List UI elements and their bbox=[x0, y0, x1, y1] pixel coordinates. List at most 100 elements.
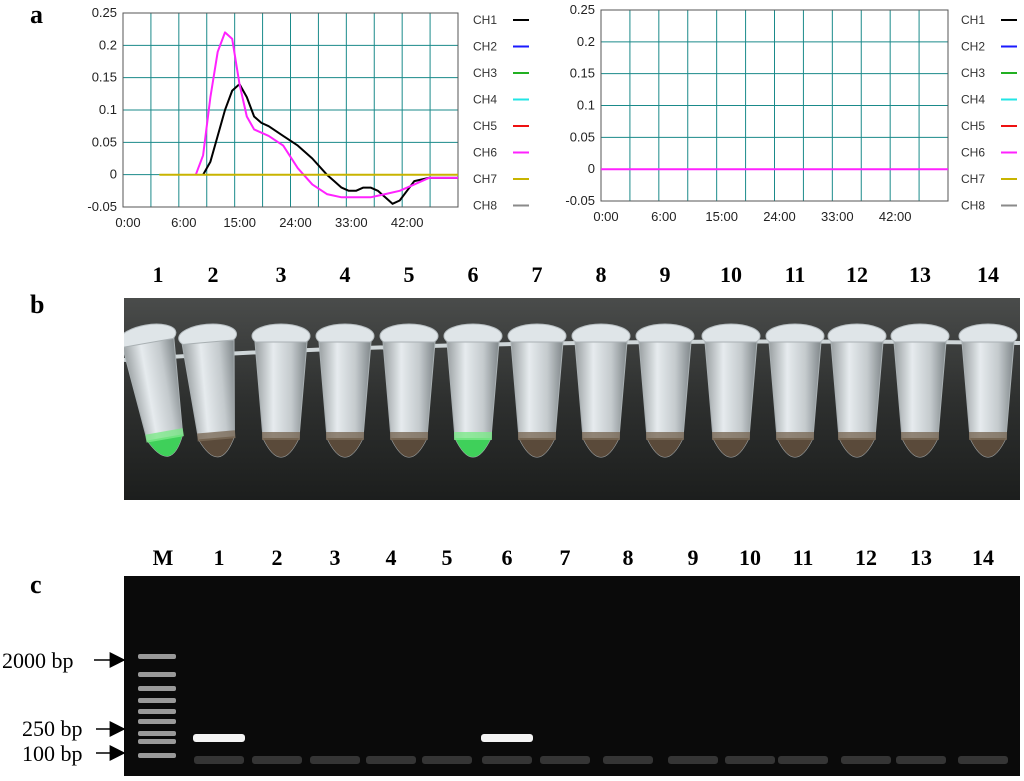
tube-liquid-brown bbox=[777, 438, 813, 457]
ladder-band bbox=[138, 719, 176, 724]
tube-liquid-surface bbox=[582, 432, 620, 440]
amplification-chart-right: 0.25 0.2 0.15 0.1 0.05 0 -0.050:00 6:00 15:00 24:… bbox=[565, 2, 1017, 224]
primer-smear bbox=[422, 756, 472, 764]
primer-smear bbox=[482, 756, 532, 764]
gel-background bbox=[124, 576, 1020, 776]
panel-label-c: c bbox=[30, 570, 42, 599]
tube-liquid-surface bbox=[518, 432, 556, 440]
tube-label-7: 7 bbox=[531, 262, 543, 287]
legend-label-ch3: CH3 bbox=[473, 66, 497, 80]
tube-label-4: 4 bbox=[339, 262, 351, 287]
panel-label-a: a bbox=[30, 0, 43, 29]
ladder-band bbox=[138, 672, 176, 677]
gel-lane-label-M: M bbox=[152, 545, 174, 570]
legend-label-ch7: CH7 bbox=[473, 172, 497, 186]
gel-lane-label-13: 13 bbox=[910, 545, 932, 570]
tube-label-2: 2 bbox=[207, 262, 219, 287]
tube-liquid-surface bbox=[838, 432, 876, 440]
primer-smear bbox=[194, 756, 244, 764]
tube-liquid-brown bbox=[263, 438, 299, 457]
legend-label-ch5: CH5 bbox=[473, 119, 497, 133]
marker-100bp-label: 100 bp bbox=[22, 741, 83, 766]
tube-liquid-brown bbox=[839, 438, 875, 457]
tube-liquid-brown bbox=[647, 438, 683, 457]
tube-5 bbox=[379, 323, 439, 458]
primer-smear bbox=[958, 756, 1008, 764]
gel-lane-label-12: 12 bbox=[855, 545, 877, 570]
primer-smear bbox=[841, 756, 891, 764]
tube-10 bbox=[701, 323, 761, 458]
amplification-chart-left: 0.25 0.2 0.15 0.1 0.05 0 -0.050:00 6:00 15:00 24:… bbox=[87, 5, 529, 230]
gel-lane-label-6: 6 bbox=[501, 545, 513, 570]
plot-frame bbox=[122, 12, 459, 208]
x-tick-label: 42:00 bbox=[879, 209, 912, 224]
legend-label-ch5: CH5 bbox=[961, 119, 985, 133]
pcr-band bbox=[193, 734, 245, 742]
y-tick-label: -0.05 bbox=[87, 199, 117, 214]
y-tick-label: 0.15 bbox=[570, 66, 595, 81]
primer-smear bbox=[725, 756, 775, 764]
series-ch6 bbox=[194, 31, 458, 199]
x-tick-label: 15:00 bbox=[223, 215, 256, 230]
ladder-band bbox=[138, 731, 176, 736]
legend-label-ch3: CH3 bbox=[961, 66, 985, 80]
legend-label-ch1: CH1 bbox=[473, 13, 497, 27]
x-tick-label: 42:00 bbox=[391, 215, 424, 230]
y-tick-label: 0.2 bbox=[577, 34, 595, 49]
tube-13 bbox=[890, 323, 950, 458]
gel-lane-label-10: 10 bbox=[739, 545, 761, 570]
primer-smear bbox=[310, 756, 360, 764]
gel-photo bbox=[124, 576, 1020, 776]
tube-liquid-brown bbox=[391, 438, 427, 457]
tube-11 bbox=[765, 323, 825, 458]
tube-label-5: 5 bbox=[403, 262, 415, 287]
panel-label-b: b bbox=[30, 290, 45, 319]
tube-label-10: 10 bbox=[720, 262, 742, 287]
y-tick-label: 0.15 bbox=[92, 70, 117, 85]
x-tick-label: 33:00 bbox=[821, 209, 854, 224]
gel-lane-label-5: 5 bbox=[441, 545, 453, 570]
gel-lane-label-8: 8 bbox=[622, 545, 634, 570]
pcr-band bbox=[481, 734, 533, 742]
tube-liquid-surface bbox=[776, 432, 814, 440]
marker-250bp-label: 250 bp bbox=[22, 716, 83, 741]
y-tick-label: 0.2 bbox=[99, 37, 117, 52]
legend-label-ch8: CH8 bbox=[473, 199, 497, 213]
tube-liquid-surface bbox=[969, 432, 1007, 440]
legend-label-ch8: CH8 bbox=[961, 199, 985, 213]
tube-liquid-surface bbox=[646, 432, 684, 440]
tube-label-12: 12 bbox=[846, 262, 868, 287]
tube-liquid-brown bbox=[713, 438, 749, 457]
gel-lane-label-9: 9 bbox=[687, 545, 699, 570]
y-tick-label: 0 bbox=[588, 161, 595, 176]
legend-label-ch6: CH6 bbox=[473, 146, 497, 160]
tube-liquid-brown bbox=[970, 438, 1006, 457]
ladder-band bbox=[138, 739, 176, 744]
tube-8 bbox=[571, 323, 631, 458]
tube-3 bbox=[251, 323, 311, 458]
ladder-band bbox=[138, 698, 176, 703]
tube-1 bbox=[124, 323, 185, 457]
tube-liquid-surface bbox=[145, 428, 185, 443]
legend-label-ch2: CH2 bbox=[473, 40, 497, 54]
primer-smear bbox=[540, 756, 590, 764]
legend-label-ch2: CH2 bbox=[961, 40, 985, 54]
legend-label-ch6: CH6 bbox=[961, 146, 985, 160]
gel-lane-label-14: 14 bbox=[972, 545, 994, 570]
tube-liquid-surface bbox=[390, 432, 428, 440]
primer-smear bbox=[252, 756, 302, 764]
tube-7 bbox=[507, 323, 567, 458]
primer-smear bbox=[366, 756, 416, 764]
legend-label-ch4: CH4 bbox=[961, 93, 985, 107]
tube-label-8: 8 bbox=[595, 262, 607, 287]
y-tick-label: -0.05 bbox=[565, 193, 595, 208]
tube-12 bbox=[827, 323, 887, 458]
y-tick-label: 0.05 bbox=[92, 134, 117, 149]
tube-liquid-brown bbox=[198, 436, 235, 457]
tube-liquid-surface bbox=[712, 432, 750, 440]
x-tick-label: 6:00 bbox=[651, 209, 676, 224]
primer-smear bbox=[668, 756, 718, 764]
tube-liquid-brown bbox=[583, 438, 619, 457]
legend-label-ch7: CH7 bbox=[961, 172, 985, 186]
tube-liquid-surface bbox=[454, 432, 492, 440]
